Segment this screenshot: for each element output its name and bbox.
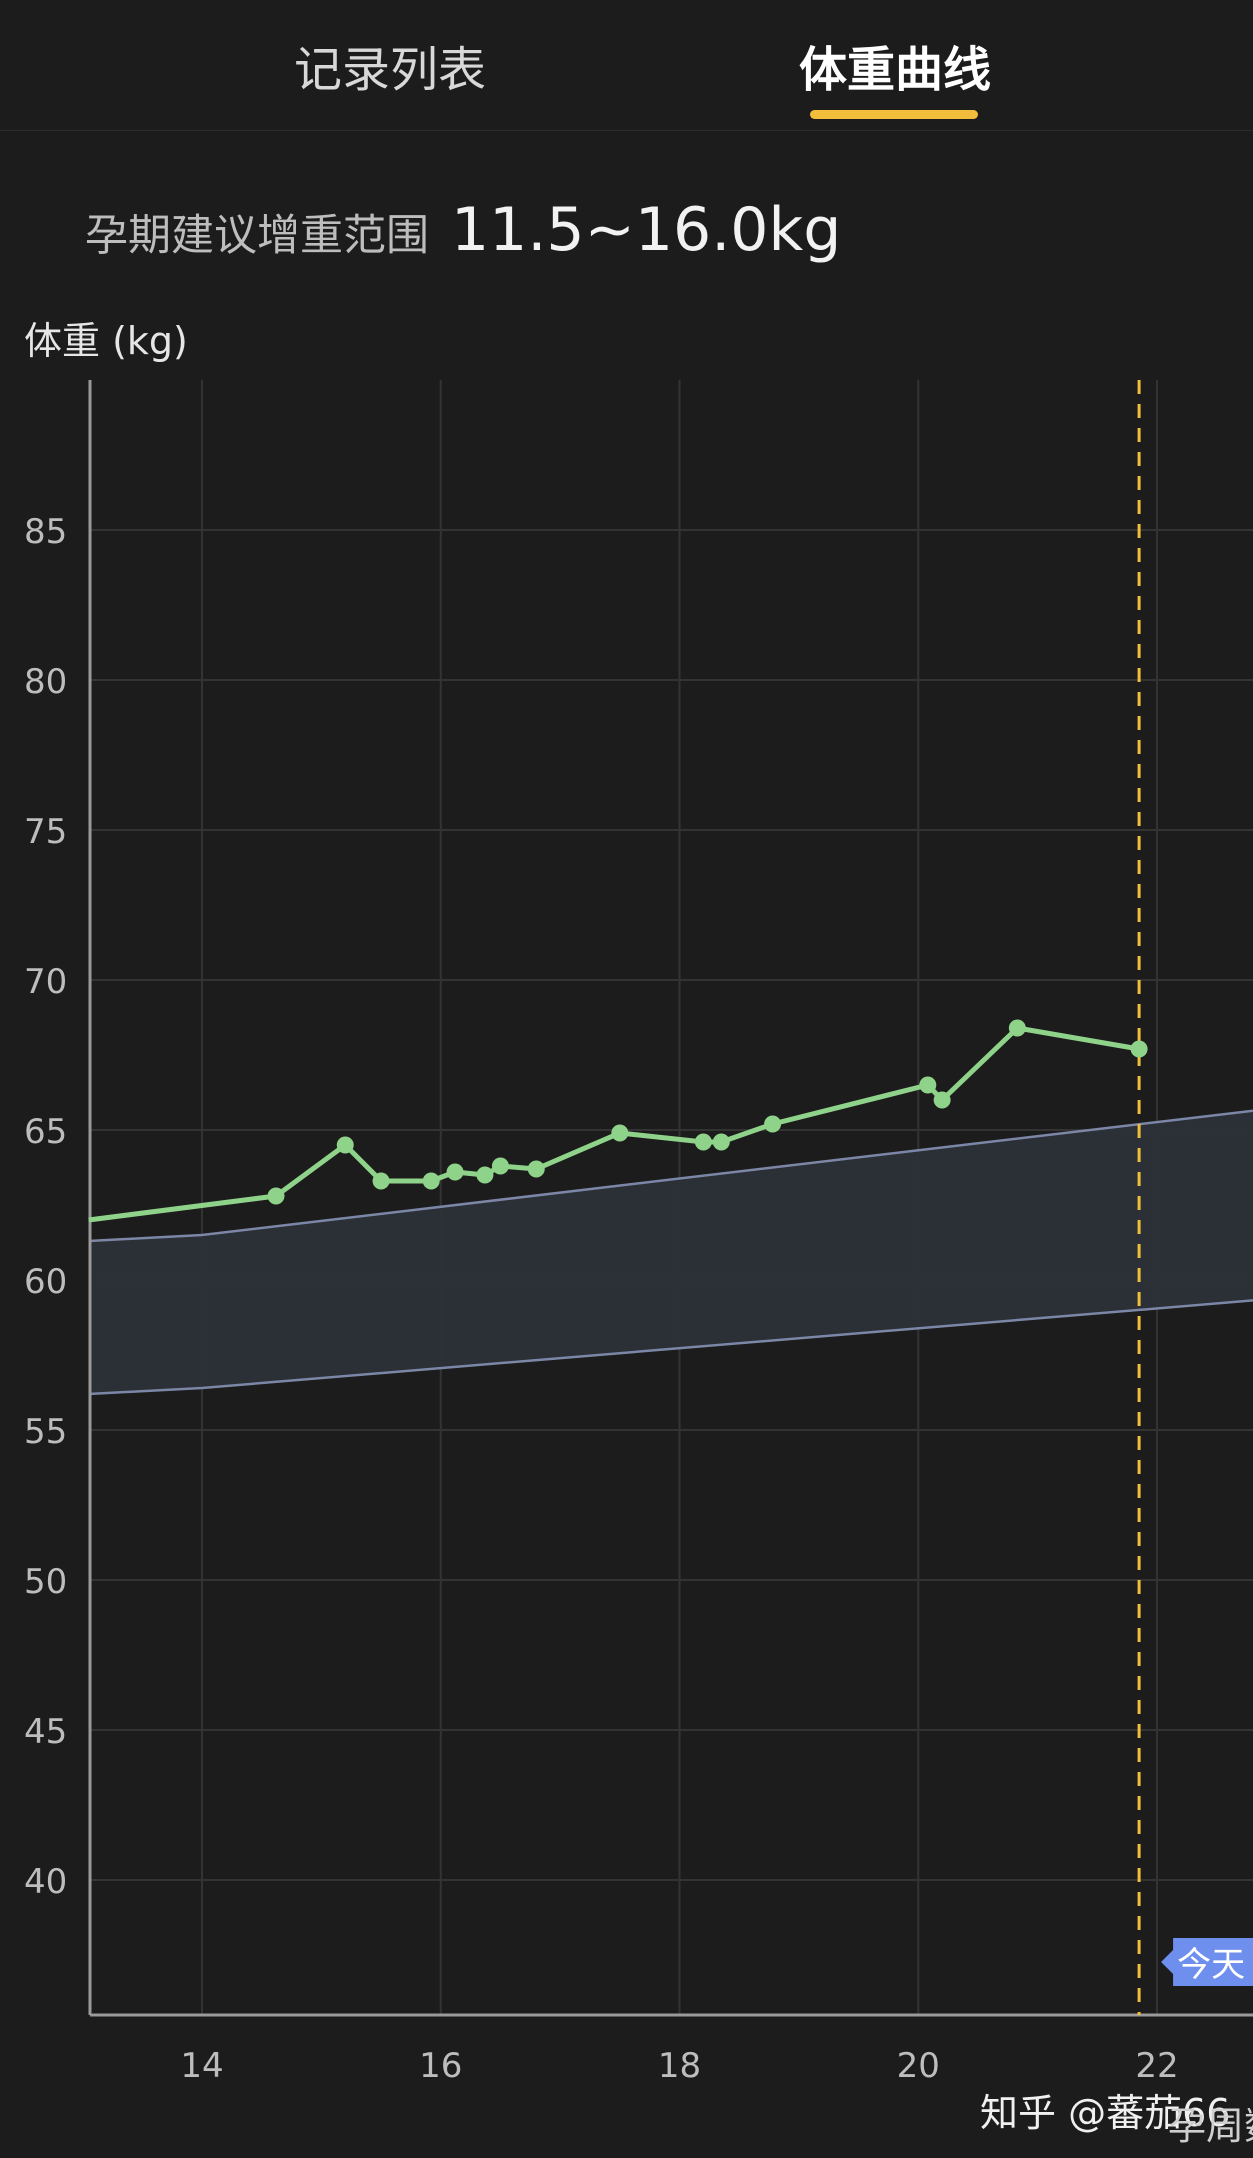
weight-point bbox=[491, 1157, 509, 1175]
active-tab-indicator bbox=[810, 110, 978, 119]
y-tick-label: 85 bbox=[24, 512, 67, 552]
y-tick-label: 45 bbox=[24, 1712, 67, 1752]
weight-point bbox=[919, 1076, 937, 1094]
tab-record-list[interactable]: 记录列表 bbox=[293, 42, 486, 98]
weight-point bbox=[933, 1091, 951, 1109]
recommended-range-band bbox=[88, 1110, 1253, 1394]
range-value: 11.5~16.0kg bbox=[451, 195, 842, 265]
x-tick-label: 18 bbox=[658, 2046, 701, 2080]
x-tick-label: 16 bbox=[419, 2046, 462, 2080]
weight-gain-range: 孕期建议增重范围 11.5~16.0kg bbox=[85, 195, 841, 275]
y-tick-label: 60 bbox=[24, 1262, 67, 1302]
weight-point bbox=[1130, 1040, 1148, 1058]
y-tick-label: 75 bbox=[24, 812, 67, 852]
tab-bar: 记录列表 体重曲线 bbox=[0, 0, 1253, 131]
y-tick-label: 70 bbox=[24, 962, 67, 1002]
weight-point bbox=[764, 1115, 782, 1133]
weight-point bbox=[336, 1136, 354, 1154]
y-tick-label: 40 bbox=[24, 1862, 67, 1902]
x-axis-label: 孕周数 bbox=[1168, 2104, 1253, 2148]
y-axis-label: 体重 (kg) bbox=[24, 319, 188, 363]
weight-point bbox=[712, 1133, 730, 1151]
weight-point bbox=[476, 1166, 494, 1184]
y-tick-label: 55 bbox=[24, 1412, 67, 1452]
today-badge bbox=[1161, 1938, 1253, 1986]
weight-point bbox=[372, 1172, 390, 1190]
band-upper-line bbox=[88, 1109, 1253, 1243]
weight-point bbox=[422, 1172, 440, 1190]
weight-point bbox=[694, 1133, 712, 1151]
weight-point bbox=[611, 1124, 629, 1142]
band-lower-line bbox=[88, 1299, 1253, 1396]
weight-chart: 40 45 50 55 60 65 70 75 80 85 14 16 18 20 22 今天 bbox=[24, 380, 1253, 2080]
range-label: 孕期建议增重范围 bbox=[85, 211, 429, 261]
today-badge-label: 今天 bbox=[1177, 1945, 1245, 1985]
weight-point bbox=[527, 1160, 545, 1178]
weight-point bbox=[1008, 1019, 1026, 1037]
x-tick-label: 14 bbox=[180, 2046, 223, 2080]
y-tick-label: 65 bbox=[24, 1112, 67, 1152]
tab-weight-curve[interactable]: 体重曲线 bbox=[798, 42, 991, 98]
watermark: 知乎 @蕃茄66 bbox=[980, 2091, 1231, 2135]
weight-point bbox=[267, 1187, 285, 1205]
y-tick-label: 50 bbox=[24, 1562, 67, 1602]
y-tick-label: 80 bbox=[24, 662, 67, 702]
weight-point bbox=[446, 1163, 464, 1181]
x-tick-label: 20 bbox=[897, 2046, 940, 2080]
x-tick-label: 22 bbox=[1135, 2046, 1178, 2080]
